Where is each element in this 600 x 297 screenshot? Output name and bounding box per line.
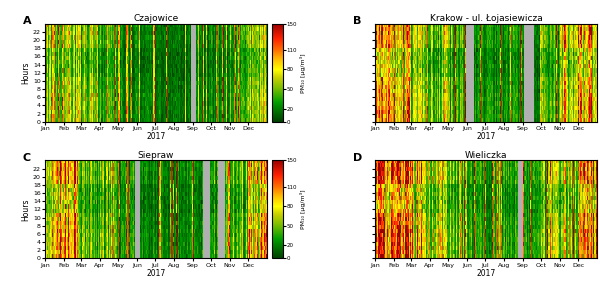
- X-axis label: 2017: 2017: [476, 269, 496, 278]
- X-axis label: 2017: 2017: [146, 132, 166, 141]
- Text: D: D: [353, 153, 362, 162]
- Title: Krakow - ul. Łojasiewicza: Krakow - ul. Łojasiewicza: [430, 14, 542, 23]
- Text: C: C: [23, 153, 31, 162]
- Title: Siepraw: Siepraw: [138, 151, 174, 159]
- Text: B: B: [353, 16, 361, 26]
- Y-axis label: PM₁₀ [μg/m³]: PM₁₀ [μg/m³]: [300, 53, 306, 93]
- Title: Wieliczka: Wieliczka: [465, 151, 507, 159]
- Y-axis label: PM₁₀ [μg/m³]: PM₁₀ [μg/m³]: [300, 189, 306, 229]
- Y-axis label: Hours: Hours: [21, 198, 30, 221]
- X-axis label: 2017: 2017: [146, 269, 166, 278]
- X-axis label: 2017: 2017: [476, 132, 496, 141]
- Text: A: A: [23, 16, 31, 26]
- Y-axis label: Hours: Hours: [21, 61, 30, 84]
- Title: Czajowice: Czajowice: [133, 14, 179, 23]
